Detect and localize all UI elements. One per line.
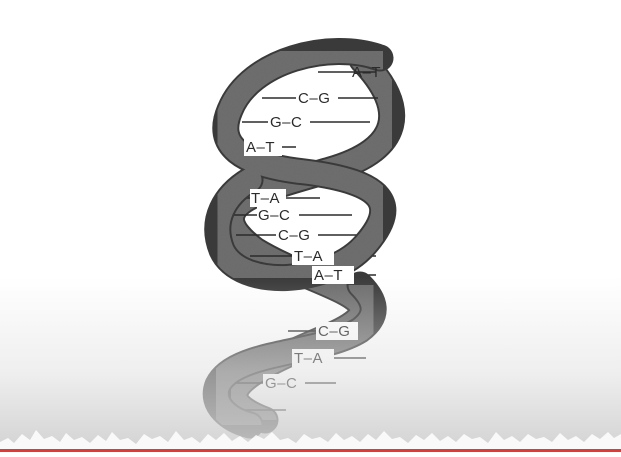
- base-pair-label: G–C: [258, 207, 290, 224]
- base-pair-label: C–G: [298, 90, 330, 107]
- dna-backbone-strand-front-fill: [206, 40, 395, 289]
- base-pair-label: C–G: [278, 227, 310, 244]
- base-pair-label: G–C: [265, 375, 297, 392]
- base-pair-label: T–A: [294, 350, 323, 367]
- storyboard-waveform: [0, 430, 621, 452]
- video-progress-bar[interactable]: [0, 449, 621, 452]
- base-pair-label: T–A: [294, 248, 323, 265]
- base-pair-label: G–C: [270, 114, 302, 131]
- base-pair-label: A–T: [246, 139, 275, 156]
- base-pair-label: A–T: [314, 267, 343, 284]
- base-pair-label: T–A: [251, 190, 280, 207]
- base-pair-label: A–T: [352, 64, 381, 81]
- base-pair-label: C–G: [318, 323, 350, 340]
